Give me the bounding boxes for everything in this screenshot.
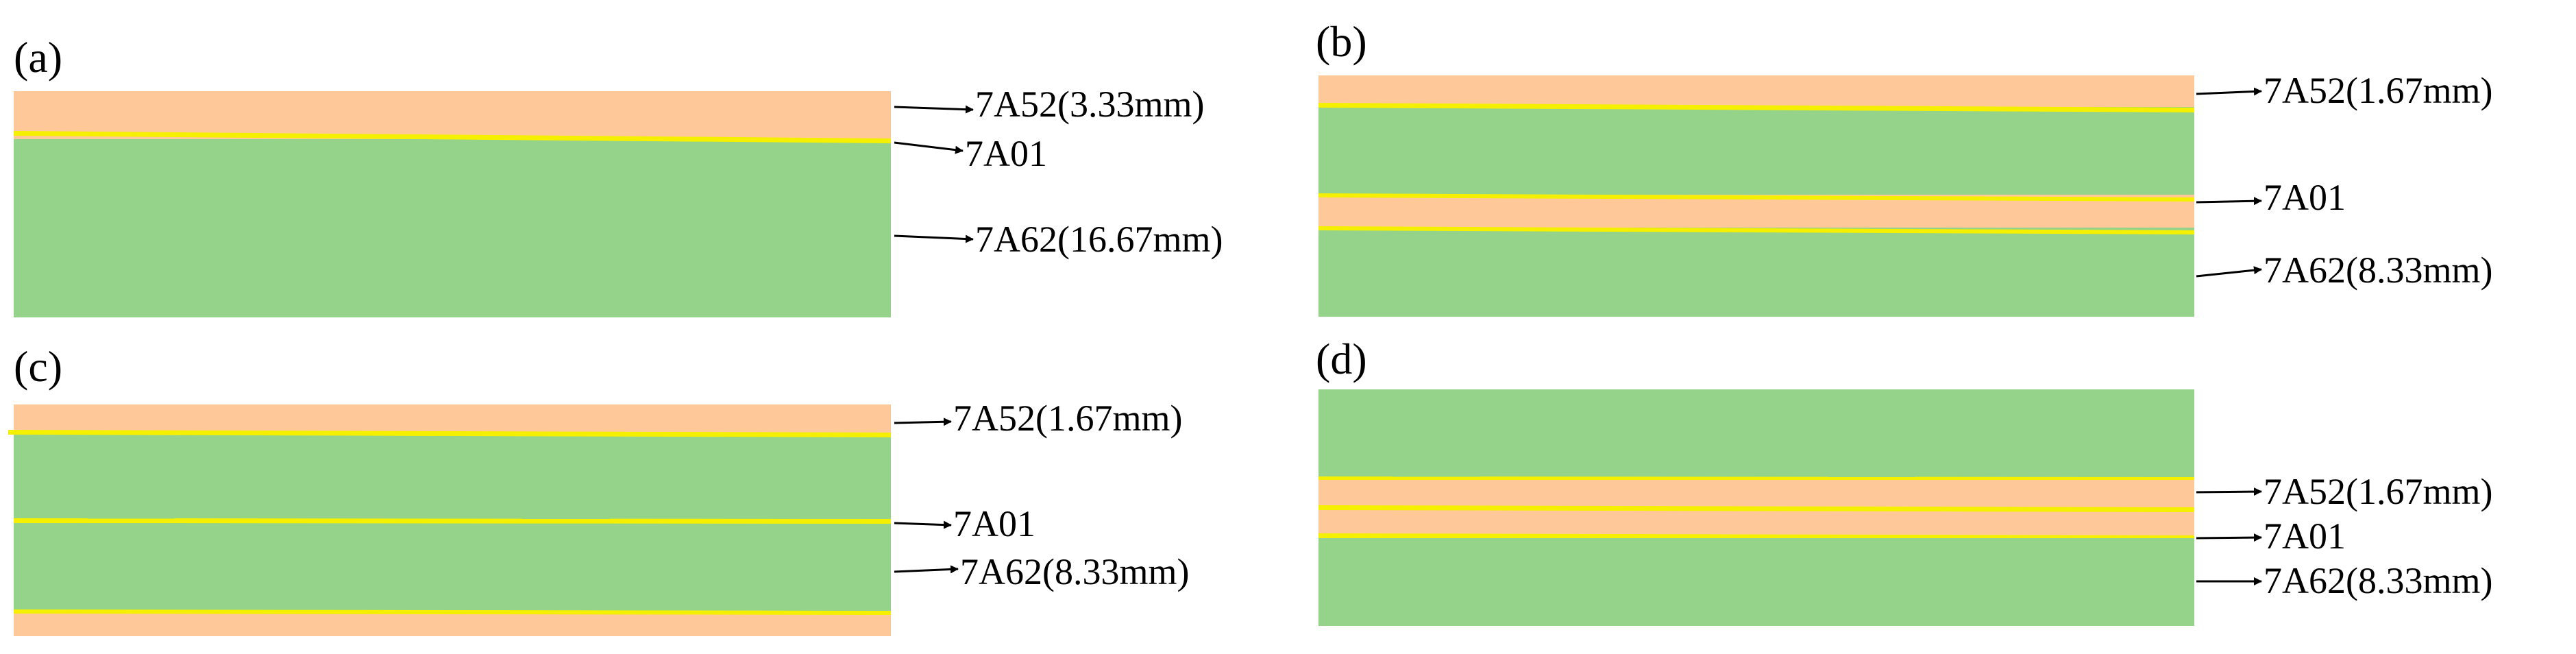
layer-7a62-lower: [1318, 538, 2194, 626]
interlayer-7a01-lower: [14, 609, 891, 615]
annotation-7a52: 7A52(1.67mm): [2264, 471, 2492, 512]
layer-7a62-upper: [14, 435, 891, 520]
annotation-7a62: 7A62(16.67mm): [975, 219, 1223, 260]
arrow-7a62: [2196, 266, 2262, 278]
panel-a-label: (a): [14, 33, 62, 82]
layer-7a62-lower: [14, 520, 891, 611]
layer-7a62-upper: [1318, 389, 2194, 479]
arrow-7a01: [2196, 197, 2262, 206]
annotation-7a52: 7A52(1.67mm): [953, 398, 1182, 439]
arrow-7a01: [894, 520, 952, 529]
interlayer-7a01-mid: [14, 518, 891, 524]
annotation-7a62: 7A62(8.33mm): [2264, 250, 2492, 291]
panel-d-label: (d): [1316, 335, 1367, 383]
panel-c-label: (c): [14, 342, 62, 391]
panel-b: (b) 7A52(1.67mm) 7A01 7A62(8.33mm): [1316, 17, 2492, 317]
arrow-7a01: [894, 141, 964, 154]
panel-d: (d) 7A52(1.67mm) 7A01 7A62(8.33mm): [1316, 335, 2492, 626]
annotation-7a01: 7A01: [2264, 516, 2346, 557]
layer-7a52-top: [14, 404, 891, 435]
arrow-7a52: [894, 105, 974, 114]
annotation-7a01: 7A01: [953, 503, 1035, 544]
annotation-7a01: 7A01: [965, 133, 1047, 174]
layer-7a52-bottom: [14, 611, 891, 636]
annotation-7a62: 7A62(8.33mm): [2264, 560, 2492, 601]
panel-a: (a) 7A52(3.33mm) 7A01 7A62(16.67mm): [14, 33, 1223, 317]
annotation-7a52: 7A52(1.67mm): [2264, 70, 2492, 111]
annotation-7a52: 7A52(3.33mm): [975, 84, 1204, 125]
annotation-7a62: 7A62(8.33mm): [960, 551, 1189, 592]
layer-7a62: [14, 139, 891, 317]
panel-c: (c) 7A52(1.67mm) 7A01 7A62(8.33mm): [8, 342, 1189, 636]
arrow-7a52: [894, 417, 952, 426]
arrow-7a01: [2196, 533, 2262, 542]
interlayer-7a01-upper: [8, 430, 891, 437]
interlayer-7a01-mid: [1318, 193, 2194, 202]
layer-7a62-upper: [1318, 107, 2194, 196]
arrow-7a62: [894, 565, 959, 574]
interlayer-7a01-lower: [1318, 226, 2194, 234]
arrow-7a52: [2196, 87, 2262, 96]
arrow-7a62: [894, 234, 974, 243]
interlayer-7a01-mid: [1318, 505, 2194, 512]
panel-b-label: (b): [1316, 17, 1367, 66]
interlayer-7a01: [14, 131, 891, 143]
layer-7a62-lower: [1318, 228, 2194, 317]
interlayer-7a01-upper: [1318, 103, 2194, 112]
annotation-7a01: 7A01: [2264, 177, 2346, 218]
